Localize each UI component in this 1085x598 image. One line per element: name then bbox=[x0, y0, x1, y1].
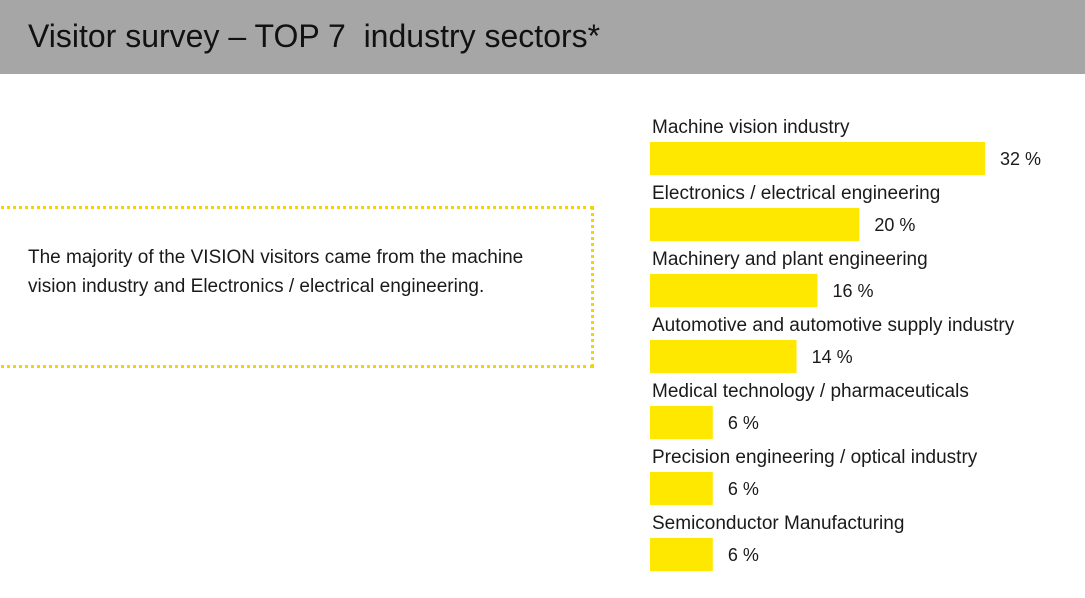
title-bar: Visitor survey – TOP 7 industry sectors* bbox=[0, 0, 1085, 74]
category-label: Electronics / electrical engineering bbox=[652, 183, 940, 204]
value-label: 6 % bbox=[728, 479, 759, 499]
bar bbox=[650, 538, 713, 571]
value-label: 14 % bbox=[812, 347, 853, 367]
callout-box bbox=[0, 206, 594, 368]
value-label: 20 % bbox=[874, 215, 915, 235]
bar bbox=[650, 406, 713, 439]
bar bbox=[650, 274, 818, 307]
bar bbox=[650, 340, 797, 373]
category-label: Medical technology / pharmaceuticals bbox=[652, 381, 969, 402]
bar bbox=[650, 472, 713, 505]
category-label: Precision engineering / optical industry bbox=[652, 447, 978, 468]
sector-bar-chart: Machine vision industry 32 % Electronics /… bbox=[650, 117, 1041, 571]
category-label: Semiconductor Manufacturing bbox=[652, 513, 904, 534]
bar bbox=[650, 142, 985, 175]
value-label: 6 % bbox=[728, 413, 759, 433]
bar bbox=[650, 208, 860, 241]
category-label: Machine vision industry bbox=[652, 117, 850, 138]
value-label: 16 % bbox=[833, 281, 874, 301]
value-label: 32 % bbox=[1000, 149, 1041, 169]
category-label: Automotive and automotive supply industr… bbox=[652, 315, 1015, 336]
category-label: Machinery and plant engineering bbox=[652, 249, 928, 270]
page-title: Visitor survey – TOP 7 industry sectors* bbox=[28, 18, 601, 54]
value-label: 6 % bbox=[728, 545, 759, 565]
callout-text: The majority of the VISION visitors came… bbox=[28, 247, 524, 297]
